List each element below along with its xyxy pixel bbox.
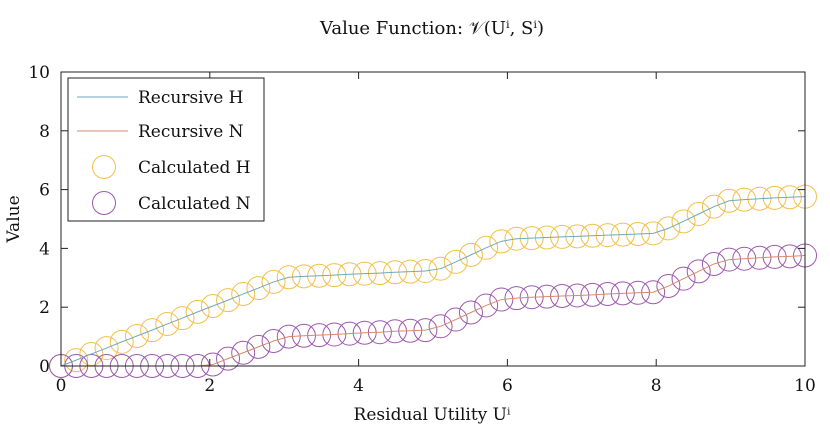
data-point-calculated-h — [261, 269, 286, 294]
series-recursive-h — [60, 196, 806, 367]
data-point-calculated-h — [231, 281, 256, 306]
data-point-calculated-h — [155, 311, 180, 336]
data-point-calculated-n — [216, 346, 241, 371]
series-calculated-n — [49, 243, 817, 378]
data-point-calculated-h — [140, 318, 165, 343]
x-tick-label: 6 — [502, 376, 513, 396]
data-point-calculated-n — [443, 307, 468, 332]
data-point-calculated-n — [474, 293, 499, 318]
axis-ticks: 0 2 4 6 8 10 0 2 4 6 8 10 — [28, 63, 815, 396]
x-tick-label: 10 — [794, 376, 816, 396]
data-point-calculated-n — [656, 274, 681, 299]
data-point-calculated-h — [656, 216, 681, 241]
data-point-calculated-h — [185, 299, 210, 324]
legend-marker-calculated-n — [92, 191, 116, 215]
data-point-calculated-n — [231, 340, 256, 365]
x-tick-label: 2 — [204, 376, 215, 396]
y-tick-label: 10 — [28, 63, 50, 83]
data-point-calculated-n — [246, 334, 271, 359]
y-tick-label: 4 — [39, 239, 50, 259]
chart-title: Value Function: 𝒱(Uⁱ, Sⁱ) — [319, 18, 544, 39]
data-point-calculated-n — [717, 247, 742, 272]
x-tick-label: 4 — [353, 376, 364, 396]
data-point-calculated-n — [686, 259, 711, 284]
data-point-calculated-h — [747, 186, 772, 211]
legend: Recursive H Recursive N Calculated H Cal… — [67, 77, 265, 222]
data-point-calculated-n — [261, 329, 286, 354]
x-axis-label: Residual Utility Uⁱ — [354, 405, 511, 425]
data-point-calculated-n — [337, 321, 362, 346]
data-point-calculated-h — [170, 306, 195, 331]
data-point-calculated-h — [701, 194, 726, 219]
y-tick-label: 6 — [39, 181, 50, 201]
legend-label-recursive-h: Recursive H — [138, 88, 244, 108]
y-tick-label: 8 — [39, 122, 50, 142]
y-tick-label: 0 — [39, 357, 50, 377]
data-point-calculated-h — [686, 202, 711, 226]
data-point-calculated-h — [458, 242, 483, 267]
data-point-calculated-n — [458, 300, 483, 325]
data-point-calculated-h — [64, 348, 89, 373]
data-point-calculated-h — [428, 256, 453, 281]
legend-marker-calculated-h — [92, 155, 116, 179]
data-point-calculated-h — [246, 276, 271, 301]
data-point-calculated-h — [443, 249, 468, 274]
x-tick-label: 8 — [651, 376, 662, 396]
data-point-calculated-h — [216, 288, 241, 313]
data-point-calculated-h — [276, 265, 301, 290]
data-point-calculated-h — [671, 209, 696, 234]
data-point-calculated-h — [717, 188, 742, 213]
plot-frame — [60, 71, 806, 367]
data-point-calculated-h — [109, 329, 134, 354]
data-point-calculated-n — [671, 266, 696, 291]
legend-label-calculated-n: Calculated N — [138, 194, 251, 214]
legend-label-calculated-h: Calculated H — [138, 158, 251, 178]
data-point-calculated-h — [474, 235, 499, 260]
y-axis-label: Value — [4, 195, 24, 243]
data-point-calculated-n — [732, 246, 757, 271]
data-point-calculated-n — [200, 352, 225, 377]
legend-label-recursive-n: Recursive N — [138, 122, 244, 142]
data-point-calculated-h — [94, 336, 119, 361]
legend-box — [67, 77, 265, 222]
data-point-calculated-h — [489, 229, 514, 254]
x-tick-label: 0 — [56, 376, 67, 396]
data-point-calculated-n — [701, 251, 726, 276]
series-line-recursive-h — [60, 196, 806, 367]
data-point-calculated-n — [428, 314, 453, 339]
data-point-calculated-h — [732, 187, 757, 212]
data-point-calculated-n — [747, 245, 772, 270]
data-point-calculated-h — [200, 294, 225, 319]
data-point-calculated-h — [124, 324, 149, 349]
data-point-calculated-n — [276, 324, 301, 349]
y-tick-label: 2 — [39, 298, 50, 318]
data-point-calculated-n — [489, 287, 514, 312]
data-point-calculated-h — [79, 341, 104, 366]
data-point-calculated-n — [504, 286, 529, 311]
